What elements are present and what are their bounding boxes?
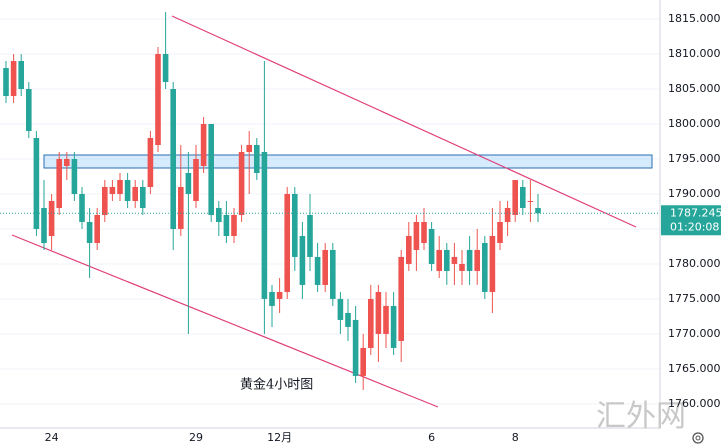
y-tick-label: 1765.000	[668, 362, 721, 375]
candle-body	[170, 89, 176, 229]
last-price-label: 1787.245	[670, 206, 723, 219]
countdown-label: 01:20:08	[670, 220, 719, 233]
y-tick-label: 1800.000	[668, 117, 721, 130]
candle-body	[26, 89, 32, 132]
settings-icon[interactable]	[692, 432, 704, 444]
candle-body	[178, 186, 184, 229]
x-tick-label: 6	[428, 431, 435, 444]
x-tick-label: 8	[512, 431, 519, 444]
candle-body	[41, 207, 47, 243]
candle-body	[238, 151, 245, 215]
y-tick-label: 1790.000	[668, 187, 721, 200]
candle-body	[345, 312, 351, 327]
candle-body	[292, 193, 298, 257]
time-axis	[0, 428, 660, 448]
x-tick-label: 29	[189, 431, 203, 444]
y-tick-label: 1775.000	[668, 292, 721, 305]
candle-body	[489, 235, 496, 292]
candle-body	[276, 291, 283, 299]
candle-body	[86, 221, 93, 243]
candle-body	[147, 138, 154, 187]
candle-body	[284, 193, 290, 292]
candle-body	[261, 151, 268, 299]
candle-body	[3, 68, 9, 97]
candle-body	[10, 61, 17, 97]
candle-body	[436, 249, 442, 271]
candle-body	[132, 186, 138, 201]
y-tick-label: 1780.000	[668, 257, 721, 270]
candle-body	[474, 249, 480, 271]
candle-body	[352, 319, 359, 376]
candle-body	[94, 214, 100, 243]
candle-body	[375, 291, 382, 334]
candle-body	[208, 124, 214, 215]
trendline-lower	[11, 234, 439, 408]
candle-body	[216, 207, 222, 222]
candle-body	[124, 179, 131, 201]
candle-body	[520, 186, 526, 208]
candle-body	[109, 186, 116, 194]
candle-body	[322, 249, 328, 285]
candle-body	[337, 298, 344, 320]
candle-body	[200, 124, 207, 166]
candle-body	[413, 221, 420, 250]
candle-body	[193, 158, 199, 201]
candle-body	[71, 158, 78, 194]
candle-body	[383, 305, 389, 334]
candle-body	[102, 186, 108, 215]
trendline-upper	[171, 15, 637, 228]
candle-body	[223, 214, 230, 236]
zone-box	[43, 154, 653, 169]
candle-body	[314, 256, 321, 285]
y-tick-label: 1770.000	[668, 327, 721, 340]
candle-body	[504, 207, 511, 222]
candle-body	[421, 221, 427, 243]
candle-body	[466, 249, 473, 271]
annotation: 黄金4小时图	[240, 377, 313, 393]
candle-body	[33, 138, 40, 229]
candle-body	[497, 221, 503, 243]
candle-body	[299, 235, 306, 285]
candle-body	[269, 291, 275, 306]
candle-body	[18, 61, 24, 90]
candle-body	[307, 214, 313, 257]
candle-body	[390, 305, 397, 348]
candle-body	[140, 186, 146, 208]
x-tick-label: 12月	[267, 431, 292, 444]
y-tick-label: 1815.000	[668, 12, 721, 25]
candle-body	[527, 200, 534, 202]
candle-body	[535, 207, 541, 214]
candle-body	[330, 249, 336, 299]
y-tick-label: 1805.000	[668, 82, 721, 95]
candle-body	[512, 179, 518, 215]
y-tick-label: 1795.000	[668, 152, 721, 165]
candle-body	[117, 179, 123, 194]
candle-body	[64, 158, 70, 166]
candle-body	[231, 214, 237, 236]
candle-body	[162, 54, 169, 83]
candle-body	[368, 298, 374, 348]
candle-body	[459, 263, 465, 271]
candle-body	[428, 228, 435, 264]
candle-body	[398, 256, 404, 341]
candle-body	[451, 256, 458, 264]
y-tick-label: 1810.000	[668, 47, 721, 60]
candle-body	[444, 249, 450, 271]
candle-body	[254, 144, 260, 173]
last-price-tag	[661, 205, 721, 236]
candle-body	[360, 347, 366, 376]
candle-body	[406, 235, 412, 264]
candle-body	[155, 54, 161, 145]
candle-body	[56, 158, 62, 208]
x-tick-label: 24	[45, 431, 59, 444]
y-tick-label: 1760.000	[668, 397, 721, 410]
candle-body	[185, 172, 192, 194]
candle-body	[482, 242, 488, 292]
candle-body	[79, 193, 85, 222]
candle-body	[246, 144, 252, 152]
watermark: 汇外网	[596, 399, 686, 434]
candle-body	[48, 200, 55, 236]
